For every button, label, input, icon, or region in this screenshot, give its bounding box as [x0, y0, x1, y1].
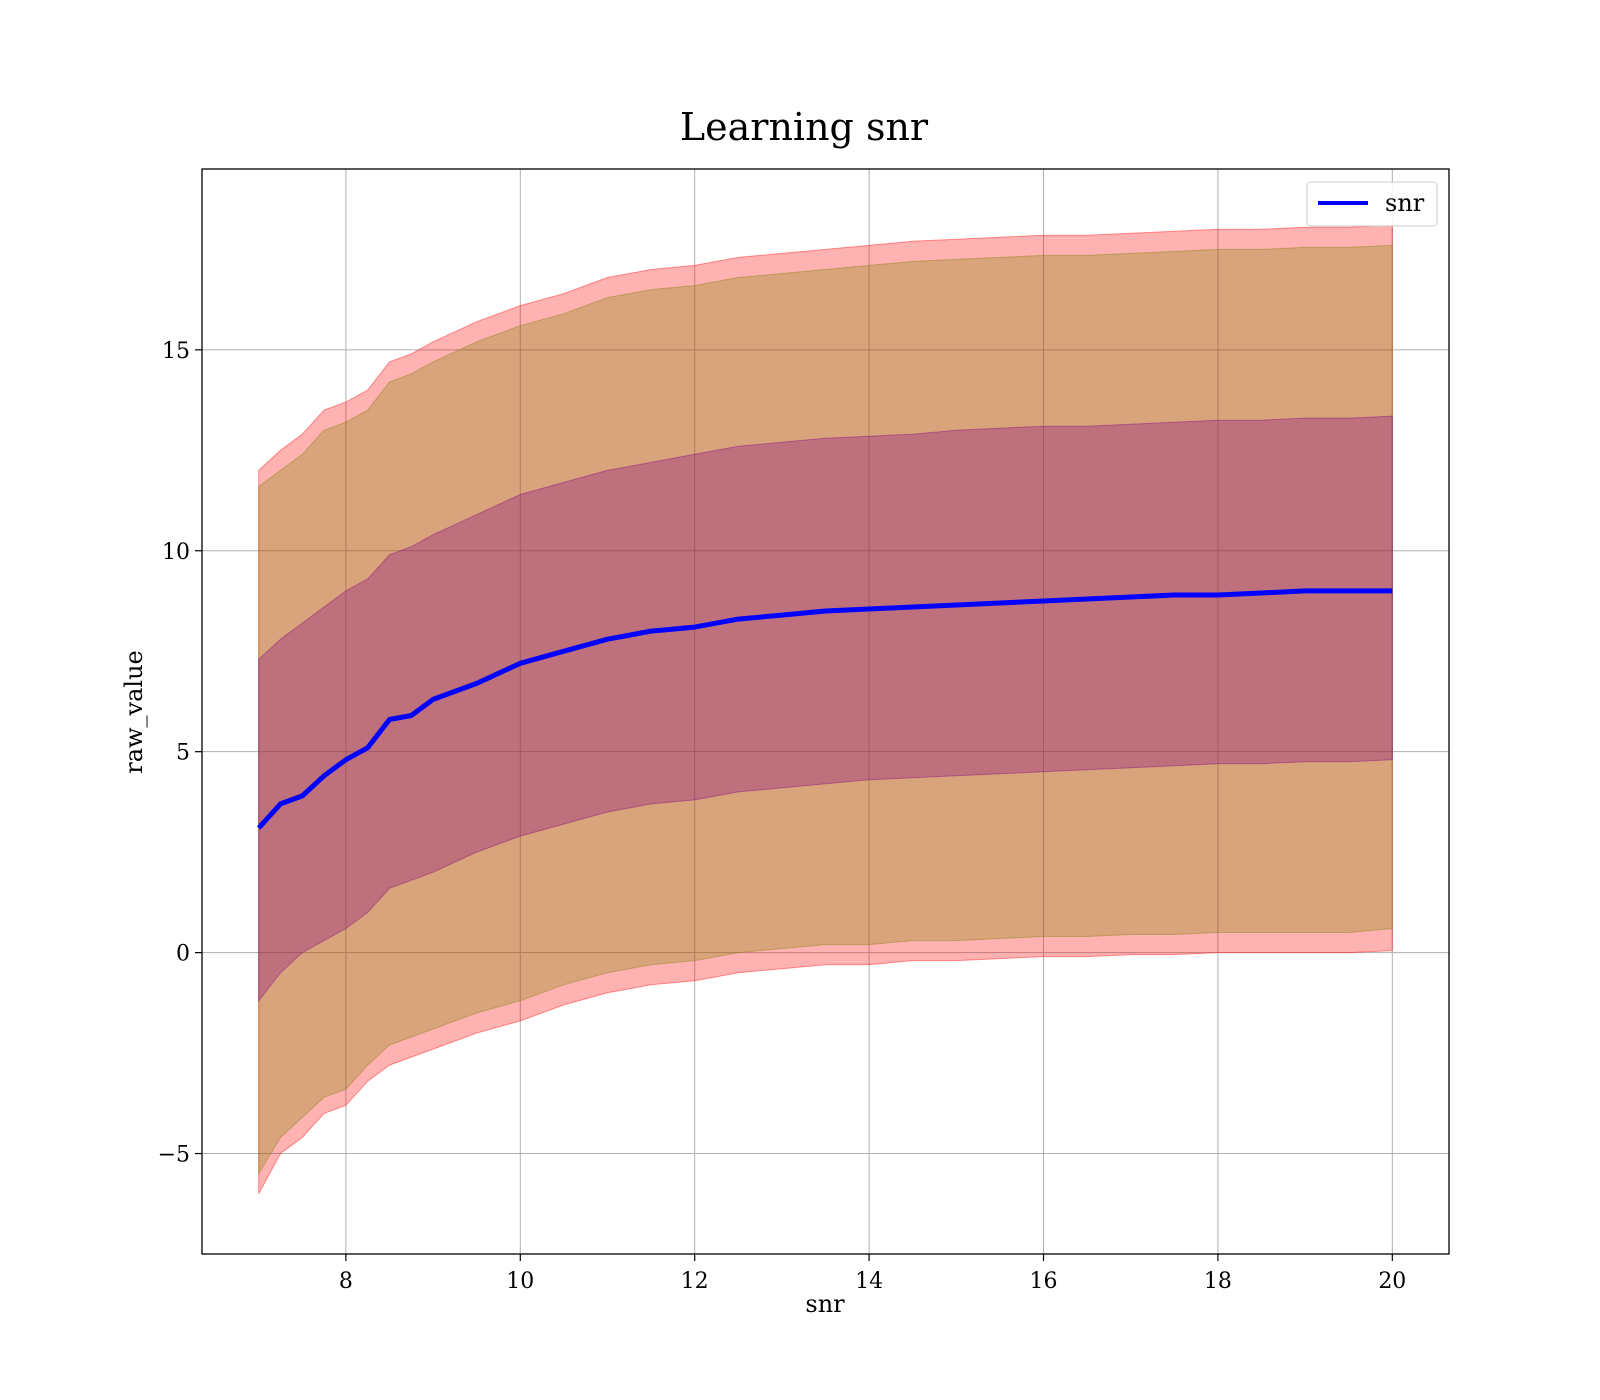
- y-tick-label: 5: [176, 741, 190, 766]
- x-tick-label: 16: [1030, 1269, 1058, 1294]
- x-tick-label: 8: [339, 1269, 353, 1294]
- series-line-snr: [256, 588, 1393, 830]
- x-axis-ticks: 8 10 12 14 16 18 20: [339, 1254, 1406, 1294]
- y-axis-label: raw_value: [120, 650, 148, 774]
- legend-label-snr: snr: [1385, 189, 1425, 217]
- series-layer: [256, 224, 1393, 1194]
- band-2: [258, 244, 1393, 1176]
- chart-title: Learning snr: [680, 105, 929, 149]
- y-tick-label: −5: [158, 1143, 190, 1168]
- x-axis-label: snr: [805, 1290, 845, 1318]
- x-tick-label: 18: [1204, 1269, 1232, 1294]
- band-1: [258, 224, 1393, 1194]
- x-tick-label: 12: [681, 1269, 709, 1294]
- grid-lines: [202, 169, 1449, 1254]
- y-tick-label: 15: [162, 339, 190, 364]
- y-tick-label: 10: [162, 540, 190, 565]
- legend-box: [1306, 181, 1438, 227]
- x-tick-label: 14: [855, 1269, 883, 1294]
- x-tick-label: 10: [506, 1269, 534, 1294]
- y-tick-label: 0: [176, 942, 190, 967]
- y-axis-ticks: −5 0 5 10 15: [158, 339, 202, 1168]
- x-tick-label: 20: [1378, 1269, 1406, 1294]
- band-3: [258, 415, 1393, 1003]
- axes-frame: [201, 168, 1450, 1255]
- legend: snr: [1306, 181, 1438, 227]
